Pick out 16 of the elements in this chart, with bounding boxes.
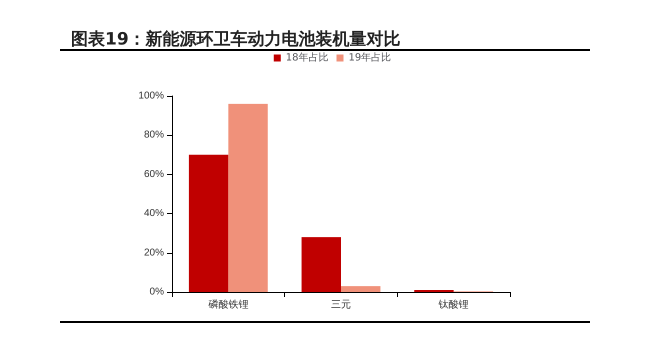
bar [188, 154, 228, 292]
chart-title: 图表19：新能源环卫车动力电池装机量对比 [71, 30, 401, 50]
x-tick-label: 钛酸锂 [438, 298, 469, 310]
legend-label: 18年占比 [286, 52, 329, 64]
y-tick-label: 40% [144, 208, 164, 220]
bar [302, 237, 341, 292]
x-tick-label: 三元 [331, 300, 351, 310]
x-tick-label: 磷酸铁锂 [207, 298, 248, 310]
legend-label: 19年占比 [348, 52, 392, 64]
y-tick-label: 20% [144, 247, 164, 258]
bar [341, 286, 380, 292]
y-tick-label: 60% [144, 168, 164, 180]
bar [228, 104, 268, 292]
y-tick-label: 80% [144, 130, 164, 141]
y-tick-label: 0% [150, 286, 164, 298]
y-tick-label: 100% [138, 90, 164, 102]
